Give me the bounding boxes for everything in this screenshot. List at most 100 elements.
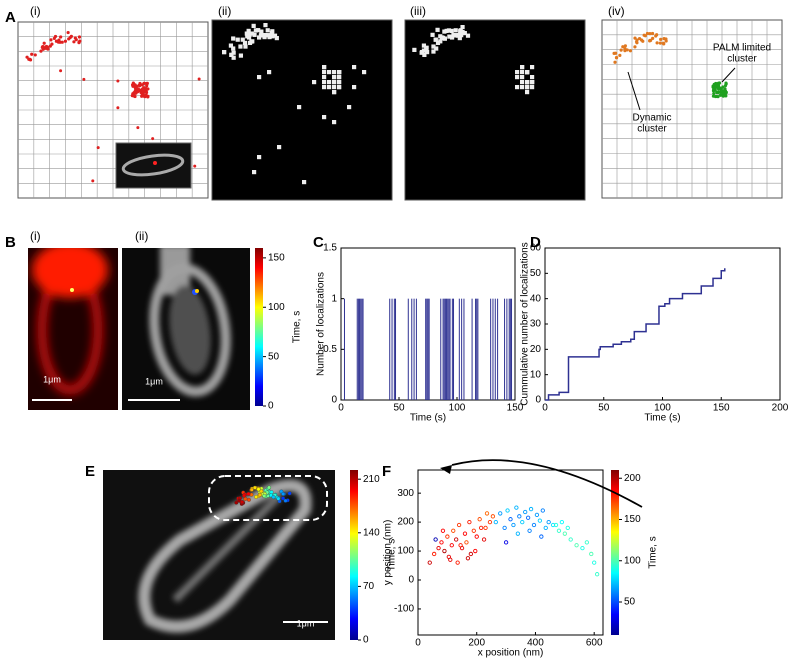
pixel	[231, 50, 236, 55]
pixel	[332, 80, 337, 85]
point	[553, 522, 559, 528]
localization-dot	[713, 88, 717, 92]
pixel	[249, 31, 254, 36]
colorbar-tick-label: 100	[624, 555, 641, 566]
localization-dot	[74, 38, 78, 42]
y-tick-label: 40	[530, 293, 542, 304]
pixel	[228, 43, 234, 48]
localization-dot	[116, 106, 120, 110]
pixel	[332, 70, 337, 75]
pixel	[267, 34, 272, 40]
point	[592, 560, 597, 565]
panel-a	[17, 19, 783, 201]
localization-dot	[659, 37, 663, 41]
point	[505, 508, 510, 513]
pixel	[412, 47, 417, 53]
pixel	[421, 43, 427, 48]
localization-dot	[133, 89, 137, 94]
pixel	[430, 32, 435, 37]
pixel	[451, 33, 456, 38]
localization-dot	[262, 494, 267, 498]
y-tick-label: 1.5	[323, 243, 337, 254]
pixel	[252, 170, 257, 175]
pixel	[530, 85, 535, 90]
point	[562, 531, 567, 536]
pixel	[520, 65, 525, 70]
localization-dot	[50, 42, 54, 46]
step-line	[545, 268, 726, 401]
colorbar	[350, 470, 358, 640]
point	[514, 505, 519, 510]
pixel	[222, 50, 227, 55]
pixel	[337, 70, 342, 75]
colorbar-tick-label: 70	[363, 581, 375, 592]
localization-dot	[136, 126, 140, 130]
localization-dot	[138, 83, 142, 87]
pixel	[525, 90, 530, 95]
localization-dot	[711, 94, 716, 98]
localization-dot	[655, 41, 659, 45]
colorbar-tick-label: 50	[268, 351, 280, 362]
sub-label: (i)	[30, 4, 41, 18]
pixel	[455, 33, 461, 38]
pixel	[247, 32, 252, 37]
point	[474, 534, 479, 539]
point	[458, 543, 463, 548]
localization-dot	[197, 77, 201, 81]
pixel	[459, 33, 464, 38]
localization-dot	[637, 36, 642, 41]
pixel	[515, 85, 520, 90]
colorbar-tick-label: 150	[624, 514, 641, 525]
pixel	[229, 52, 234, 58]
pixel	[332, 120, 337, 125]
localization-dot	[648, 32, 652, 36]
pixel	[252, 32, 257, 37]
sub-label: (iii)	[410, 4, 426, 18]
localization-dot	[269, 490, 274, 495]
pixel	[243, 44, 248, 49]
pixel	[525, 85, 530, 90]
colorbar	[255, 248, 263, 406]
point	[467, 519, 472, 525]
panel-label: C	[313, 234, 324, 251]
point	[565, 525, 570, 531]
cell-image	[103, 470, 335, 640]
colorbar-tick-label: 140	[363, 527, 380, 538]
localization-dot	[72, 40, 76, 44]
x-tick-label: 400	[527, 638, 544, 649]
localization-dot	[91, 179, 95, 183]
localization-dot	[287, 491, 292, 496]
point	[478, 525, 484, 531]
localization-dot	[721, 85, 725, 89]
pixel	[238, 53, 244, 58]
x-tick-label: 150	[713, 403, 730, 414]
localization-overlay	[234, 485, 292, 506]
point	[534, 512, 540, 518]
pixel	[337, 85, 342, 90]
y-tick-label: 1	[331, 293, 337, 304]
pixel	[515, 70, 520, 75]
localization-dot	[650, 31, 655, 36]
sub-label: (iv)	[608, 4, 625, 18]
colorbar-label: Time, s	[292, 311, 303, 343]
pixel	[419, 50, 424, 55]
pixel	[256, 28, 261, 33]
point	[454, 537, 459, 542]
point	[432, 551, 437, 557]
localization-dot	[49, 38, 53, 42]
localization-dot	[242, 493, 247, 498]
localization-dot	[664, 39, 668, 43]
point	[580, 546, 585, 551]
localization-dot	[67, 37, 71, 41]
localization-dot	[59, 35, 63, 39]
localization-dot	[267, 485, 272, 490]
pixel	[322, 115, 327, 120]
pixel	[262, 34, 267, 40]
point	[525, 515, 531, 520]
pixel	[442, 29, 447, 34]
panel-label: F	[382, 463, 391, 480]
x-axis-label: Time (s)	[410, 413, 446, 424]
point	[508, 517, 513, 522]
localization-dot	[719, 93, 723, 97]
localization-dot	[77, 40, 81, 45]
